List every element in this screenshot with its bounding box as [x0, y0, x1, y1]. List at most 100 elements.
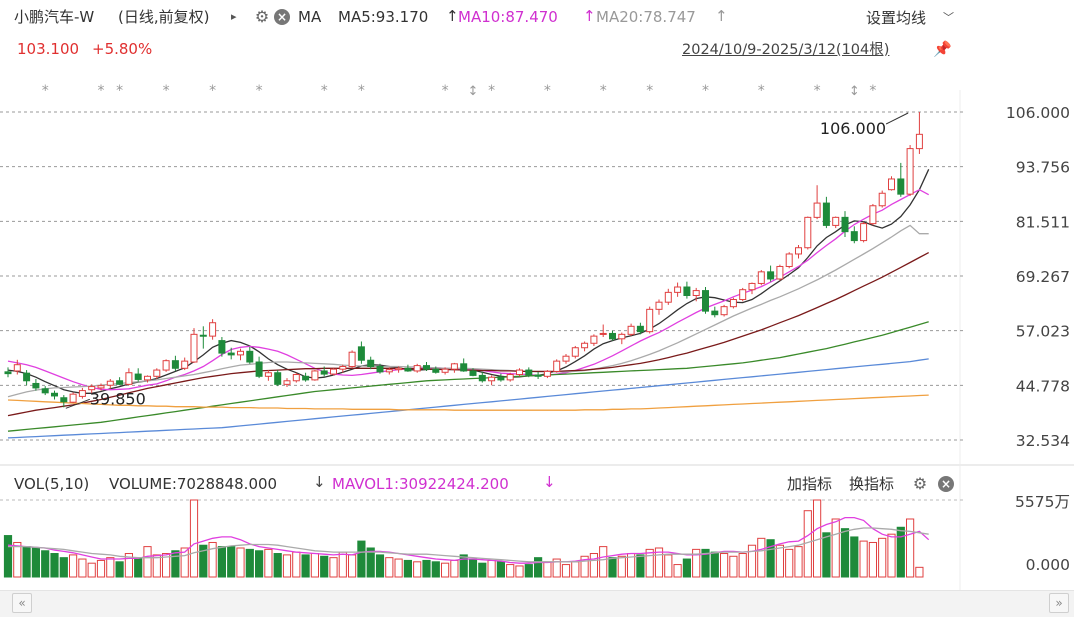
candle[interactable] [581, 342, 589, 349]
indicator-gear-icon[interactable]: ⚙ [912, 474, 928, 493]
candle[interactable] [795, 247, 802, 255]
volume-bar[interactable] [189, 499, 199, 578]
pin-icon[interactable]: 📌 [933, 40, 952, 58]
volume-bar[interactable] [850, 536, 859, 578]
volume-bar[interactable] [710, 551, 719, 578]
volume-bar[interactable] [654, 547, 664, 578]
candle[interactable] [571, 347, 579, 357]
chevron-down-icon[interactable]: ﹀ [943, 11, 954, 24]
candle[interactable] [23, 372, 31, 382]
candle[interactable] [97, 385, 105, 389]
candle[interactable] [404, 367, 412, 372]
volume-bar[interactable] [822, 532, 831, 578]
candle[interactable] [841, 216, 849, 233]
volume-bar[interactable] [357, 540, 366, 578]
candle[interactable] [729, 299, 737, 308]
volume-bar[interactable] [245, 548, 254, 578]
candle[interactable] [897, 178, 905, 195]
candle[interactable] [32, 382, 40, 389]
volume-bar[interactable] [729, 555, 738, 578]
volume-bar[interactable] [682, 558, 691, 578]
volume-bar[interactable] [96, 559, 106, 578]
volume-bar[interactable] [878, 537, 887, 578]
candle[interactable] [720, 306, 728, 316]
candle[interactable] [302, 375, 310, 381]
candle[interactable] [785, 253, 793, 267]
candle[interactable] [850, 231, 858, 242]
candle[interactable] [13, 364, 21, 372]
volume-bar[interactable] [552, 558, 561, 578]
volume-bar[interactable] [282, 554, 292, 578]
volume-bar[interactable] [896, 526, 905, 578]
volume-bar[interactable] [487, 559, 496, 578]
volume-bar[interactable] [375, 554, 385, 578]
candle[interactable] [692, 290, 700, 296]
scroll-left-button[interactable]: « [12, 593, 32, 613]
volume-bar[interactable] [785, 548, 794, 578]
volume-bar[interactable] [41, 550, 50, 578]
candle[interactable] [4, 371, 12, 375]
candle[interactable] [878, 192, 886, 207]
volume-bar[interactable] [69, 554, 78, 578]
candle[interactable] [674, 286, 682, 293]
volume-bar[interactable] [329, 557, 338, 578]
volume-bar[interactable] [59, 557, 68, 578]
volume-bar[interactable] [87, 562, 96, 578]
candle[interactable] [804, 216, 812, 249]
close-icon[interactable]: × [274, 9, 290, 25]
candle[interactable] [385, 369, 393, 373]
volume-bar[interactable] [180, 547, 189, 578]
volume-bar[interactable] [571, 561, 580, 578]
candle[interactable] [767, 271, 775, 280]
candle[interactable] [218, 340, 226, 354]
candle[interactable] [757, 271, 765, 284]
volume-bar[interactable] [273, 553, 282, 578]
volume-bar[interactable] [301, 554, 310, 578]
candle[interactable] [199, 334, 207, 337]
candle[interactable] [246, 350, 254, 363]
volume-bar[interactable] [868, 541, 877, 578]
volume-bar[interactable] [673, 564, 682, 578]
volume-bar[interactable] [115, 561, 124, 578]
volume-bar[interactable] [217, 546, 227, 578]
volume-bar[interactable] [580, 555, 589, 578]
volume-bar[interactable] [645, 548, 654, 578]
candle[interactable] [106, 380, 114, 386]
candle[interactable] [822, 202, 830, 226]
volume-bar[interactable] [720, 553, 729, 578]
candle[interactable] [237, 350, 244, 356]
candle[interactable] [534, 374, 542, 377]
volume-bar[interactable] [310, 553, 319, 578]
volume-bar[interactable] [561, 564, 571, 578]
candle[interactable] [553, 360, 561, 372]
candle[interactable] [413, 365, 421, 372]
candle[interactable] [664, 291, 672, 303]
candle[interactable] [144, 375, 151, 381]
candle[interactable] [683, 286, 691, 296]
volume-bar[interactable] [403, 559, 412, 578]
volume-bar[interactable] [450, 559, 459, 578]
volume-bar[interactable] [636, 554, 645, 578]
volume-bar[interactable] [608, 557, 617, 578]
candle[interactable] [888, 178, 895, 191]
candle[interactable] [88, 386, 96, 391]
volume-bar[interactable] [459, 554, 468, 578]
candle[interactable] [562, 355, 570, 362]
candle[interactable] [618, 333, 626, 340]
volume-bar[interactable] [775, 544, 784, 578]
candle[interactable] [869, 205, 877, 225]
candle[interactable] [69, 393, 77, 403]
volume-bar[interactable] [264, 548, 273, 578]
candle[interactable] [190, 333, 198, 363]
candle[interactable] [227, 352, 235, 356]
candle[interactable] [655, 301, 663, 310]
candle[interactable] [915, 133, 923, 150]
candle[interactable] [320, 370, 328, 375]
volume-bar[interactable] [794, 546, 803, 578]
volume-bar[interactable] [757, 537, 766, 578]
candle[interactable] [906, 148, 914, 195]
volume-bar[interactable] [413, 561, 422, 578]
candle[interactable] [739, 289, 747, 301]
volume-bar[interactable] [208, 541, 217, 578]
candle[interactable] [636, 325, 644, 333]
